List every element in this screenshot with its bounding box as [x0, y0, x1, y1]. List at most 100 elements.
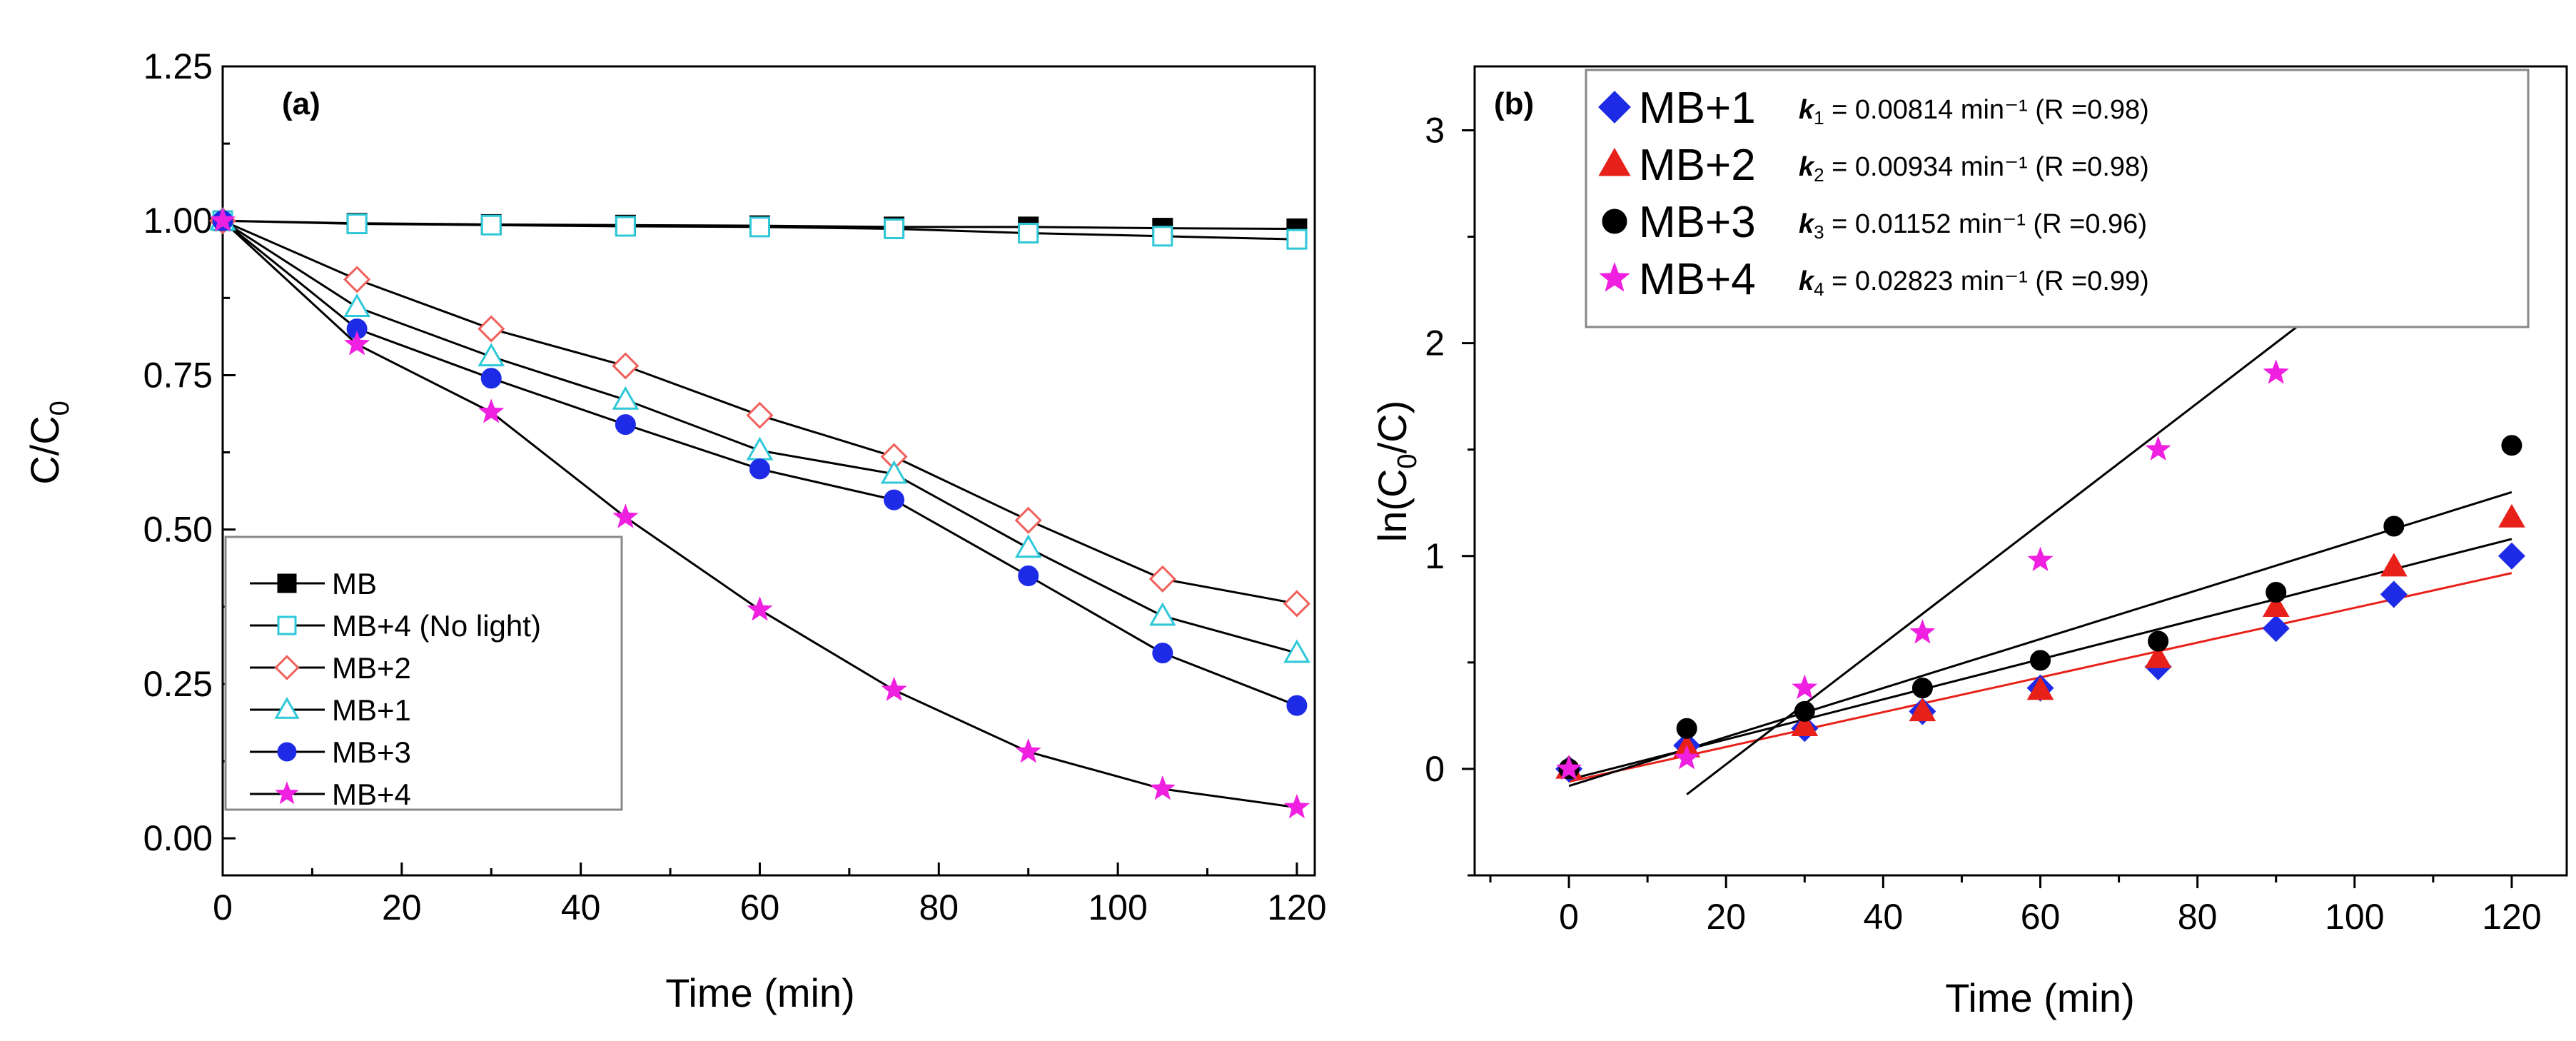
- panel-a-x-tick-label: 0: [213, 887, 233, 927]
- panel-a-point-mb-4: [1149, 775, 1176, 800]
- panel-a-x-tick-label: 60: [740, 887, 780, 927]
- panel-b-point-mb-3: [2501, 435, 2522, 456]
- panel-a-point-mb-4: [612, 503, 639, 528]
- panel-b-legend-k-value: = 0.00814 min⁻¹ (R =0.98): [1824, 95, 2149, 125]
- panel-a-point-mb-4-no-light: [1152, 226, 1173, 247]
- panel-b-legend-rate: k1 = 0.00814 min⁻¹ (R =0.98): [1799, 95, 2149, 129]
- panel-b-x-tick-label: 100: [2325, 897, 2384, 937]
- panel-a-series-markers: [208, 206, 1310, 819]
- panel-b-legend-name: MB+3: [1639, 198, 1756, 247]
- panel-b-legend-k-sub: 4: [1814, 278, 1824, 300]
- panel-a-label: (a): [282, 86, 320, 121]
- panel-a-point-mb-3: [884, 489, 905, 511]
- panel-b-ticks: 0 20 40 60 80 100 120 0 1 2 3: [1425, 110, 2541, 937]
- panel-a-legend-label: MB: [332, 567, 377, 600]
- panel-b-legend-name: MB+2: [1639, 141, 1756, 190]
- panel-b-y-tick-label: 2: [1425, 323, 1445, 363]
- panel-a-point-mb-1: [746, 436, 774, 461]
- panel-b-point-mb-4: [1792, 674, 1818, 699]
- panel-a-point-mb-1: [1148, 602, 1176, 626]
- panel-a-degradation: 0 20 40 60 80 100 1200.000.250.500.751.001.25 …: [22, 46, 1327, 1015]
- panel-a-x-tick-label: 40: [561, 887, 601, 927]
- panel-a-y-tick-label: 0.25: [143, 664, 213, 704]
- panel-b-legend-k-value: = 0.00934 min⁻¹ (R =0.98): [1824, 152, 2149, 182]
- panel-a-legend: MB MB+4 (No light) MB+2 MB+1 MB+3 MB+4: [224, 535, 623, 811]
- panel-b-legend-marker-mb-2: [1598, 147, 1631, 176]
- panel-a-ticks: 0 20 40 60 80 100 120 0.00 0.25 0.50 0.75 1.00 1.25: [143, 46, 1327, 927]
- panel-a-point-mb-2: [343, 266, 371, 293]
- panel-a-point-mb-1: [612, 386, 640, 410]
- panel-a-legend-label: MB+2: [332, 651, 411, 685]
- panel-a-point-mb-1: [478, 343, 505, 367]
- panel-b-legend-marker-mb-4: [1599, 261, 1630, 292]
- panel-b-legend-box: [1585, 69, 2530, 328]
- panel-b-legend-k-sub: 3: [1814, 221, 1824, 243]
- panel-a-point-mb-4: [478, 398, 505, 423]
- panel-a-point-mb-1: [880, 460, 908, 484]
- panel-b-y-axis-title-sub: 0: [1393, 453, 1423, 468]
- panel-a-legend-label: MB+4: [332, 778, 411, 811]
- panel-b-y-tick-label: 1: [1425, 536, 1445, 576]
- panel-a-y-axis-title-sub: 0: [45, 401, 75, 416]
- panel-b-point-mb-4: [2027, 546, 2054, 572]
- panel-b-x-tick-label: 0: [1559, 897, 1579, 937]
- panel-b-legend-k-symbol: k: [1799, 266, 1815, 296]
- panel-b-fit-mb-3: [1568, 491, 2512, 788]
- panel-a-legend-label: MB+4 (No light): [332, 609, 541, 643]
- panel-a-x-tick-label: 100: [1088, 887, 1147, 927]
- panel-a-point-mb-4: [209, 207, 236, 232]
- panel-a-legend-label: MB+3: [332, 735, 411, 769]
- panel-b-point-mb-2: [2262, 593, 2290, 618]
- panel-a-point-mb-4-no-light: [615, 216, 636, 237]
- panel-b-point-mb-3: [1911, 678, 1933, 699]
- panel-b-point-mb-1: [2262, 615, 2290, 643]
- panel-b-series-markers: [1555, 114, 2525, 783]
- panel-b-legend-items: MB+1 k1 = 0.00814 min⁻¹ (R =0.98)MB+2 k2 =…: [1598, 84, 2149, 304]
- panel-a-y-tick-label: 0.50: [143, 510, 213, 550]
- panel-a-y-tick-label: 1.00: [143, 201, 213, 241]
- panel-b-legend-rate: k4 = 0.02823 min⁻¹ (R =0.99): [1799, 266, 2149, 300]
- panel-a-point-mb-3: [615, 414, 636, 436]
- panel-b-x-axis-title: Time (min): [1945, 975, 2134, 1020]
- panel-b-legend-rate: k2 = 0.00934 min⁻¹ (R =0.98): [1799, 152, 2149, 186]
- panel-a-y-tick-label: 0.75: [143, 355, 213, 395]
- panel-b-legend-rate: k3 = 0.01152 min⁻¹ (R =0.96): [1799, 209, 2147, 243]
- panel-b-point-mb-2: [2144, 644, 2172, 668]
- panel-b-y-axis-title-pre: ln(C: [1370, 469, 1415, 543]
- panel-b-legend-k-value: = 0.02823 min⁻¹ (R =0.99): [1824, 266, 2149, 296]
- panel-a-point-mb-3: [480, 368, 502, 389]
- panel-a-point-mb-3: [1286, 695, 1308, 716]
- panel-a-point-mb-1: [1014, 534, 1042, 558]
- panel-a-x-tick-label: 80: [919, 887, 959, 927]
- panel-a-point-mb-4: [344, 331, 370, 356]
- panel-b-point-mb-3: [2383, 516, 2405, 537]
- panel-b-legend-name: MB+4: [1639, 255, 1756, 304]
- panel-a-point-mb-2: [746, 401, 774, 429]
- panel-b-point-mb-2: [2380, 553, 2408, 577]
- panel-a-point-mb-3: [1152, 643, 1173, 664]
- panel-a-point-mb-4: [1015, 738, 1041, 763]
- panel-a-y-tick-label: 1.25: [143, 46, 213, 86]
- panel-a-point-mb-2: [1148, 565, 1176, 593]
- panel-b-legend-marker-mb-3: [1602, 208, 1627, 234]
- panel-a-point-mb-1: [1283, 639, 1310, 663]
- panel-a-legend-items: MB MB+4 (No light) MB+2 MB+1 MB+3 MB+4: [250, 567, 541, 811]
- panel-b-legend-k-symbol: k: [1799, 209, 1815, 239]
- panel-b-legend-name: MB+1: [1639, 84, 1756, 133]
- panel-b-point-mb-4: [1909, 619, 1936, 644]
- panel-a-point-mb-4: [881, 676, 907, 701]
- panel-a-legend-marker-mb: [277, 573, 297, 593]
- panel-b-point-mb-2: [2498, 503, 2525, 528]
- panel-b-y-axis-title-post: /C): [1370, 401, 1415, 454]
- panel-b-point-mb-4: [1674, 745, 1700, 770]
- panel-a-legend-marker-mb-2: [274, 655, 300, 680]
- panel-b-legend-k-sub: 2: [1814, 164, 1824, 186]
- panel-a-point-mb-2: [1283, 590, 1310, 618]
- panel-b-frame: [1473, 65, 2568, 877]
- panel-a-point-mb-2: [1014, 506, 1042, 534]
- panel-a-x-tick-label: 20: [382, 887, 422, 927]
- panel-a-y-axis-title-main: C/C: [22, 416, 67, 484]
- panel-b-legend-k-value: = 0.01152 min⁻¹ (R =0.96): [1824, 209, 2147, 239]
- panel-a-legend-marker-mb-1: [274, 696, 300, 719]
